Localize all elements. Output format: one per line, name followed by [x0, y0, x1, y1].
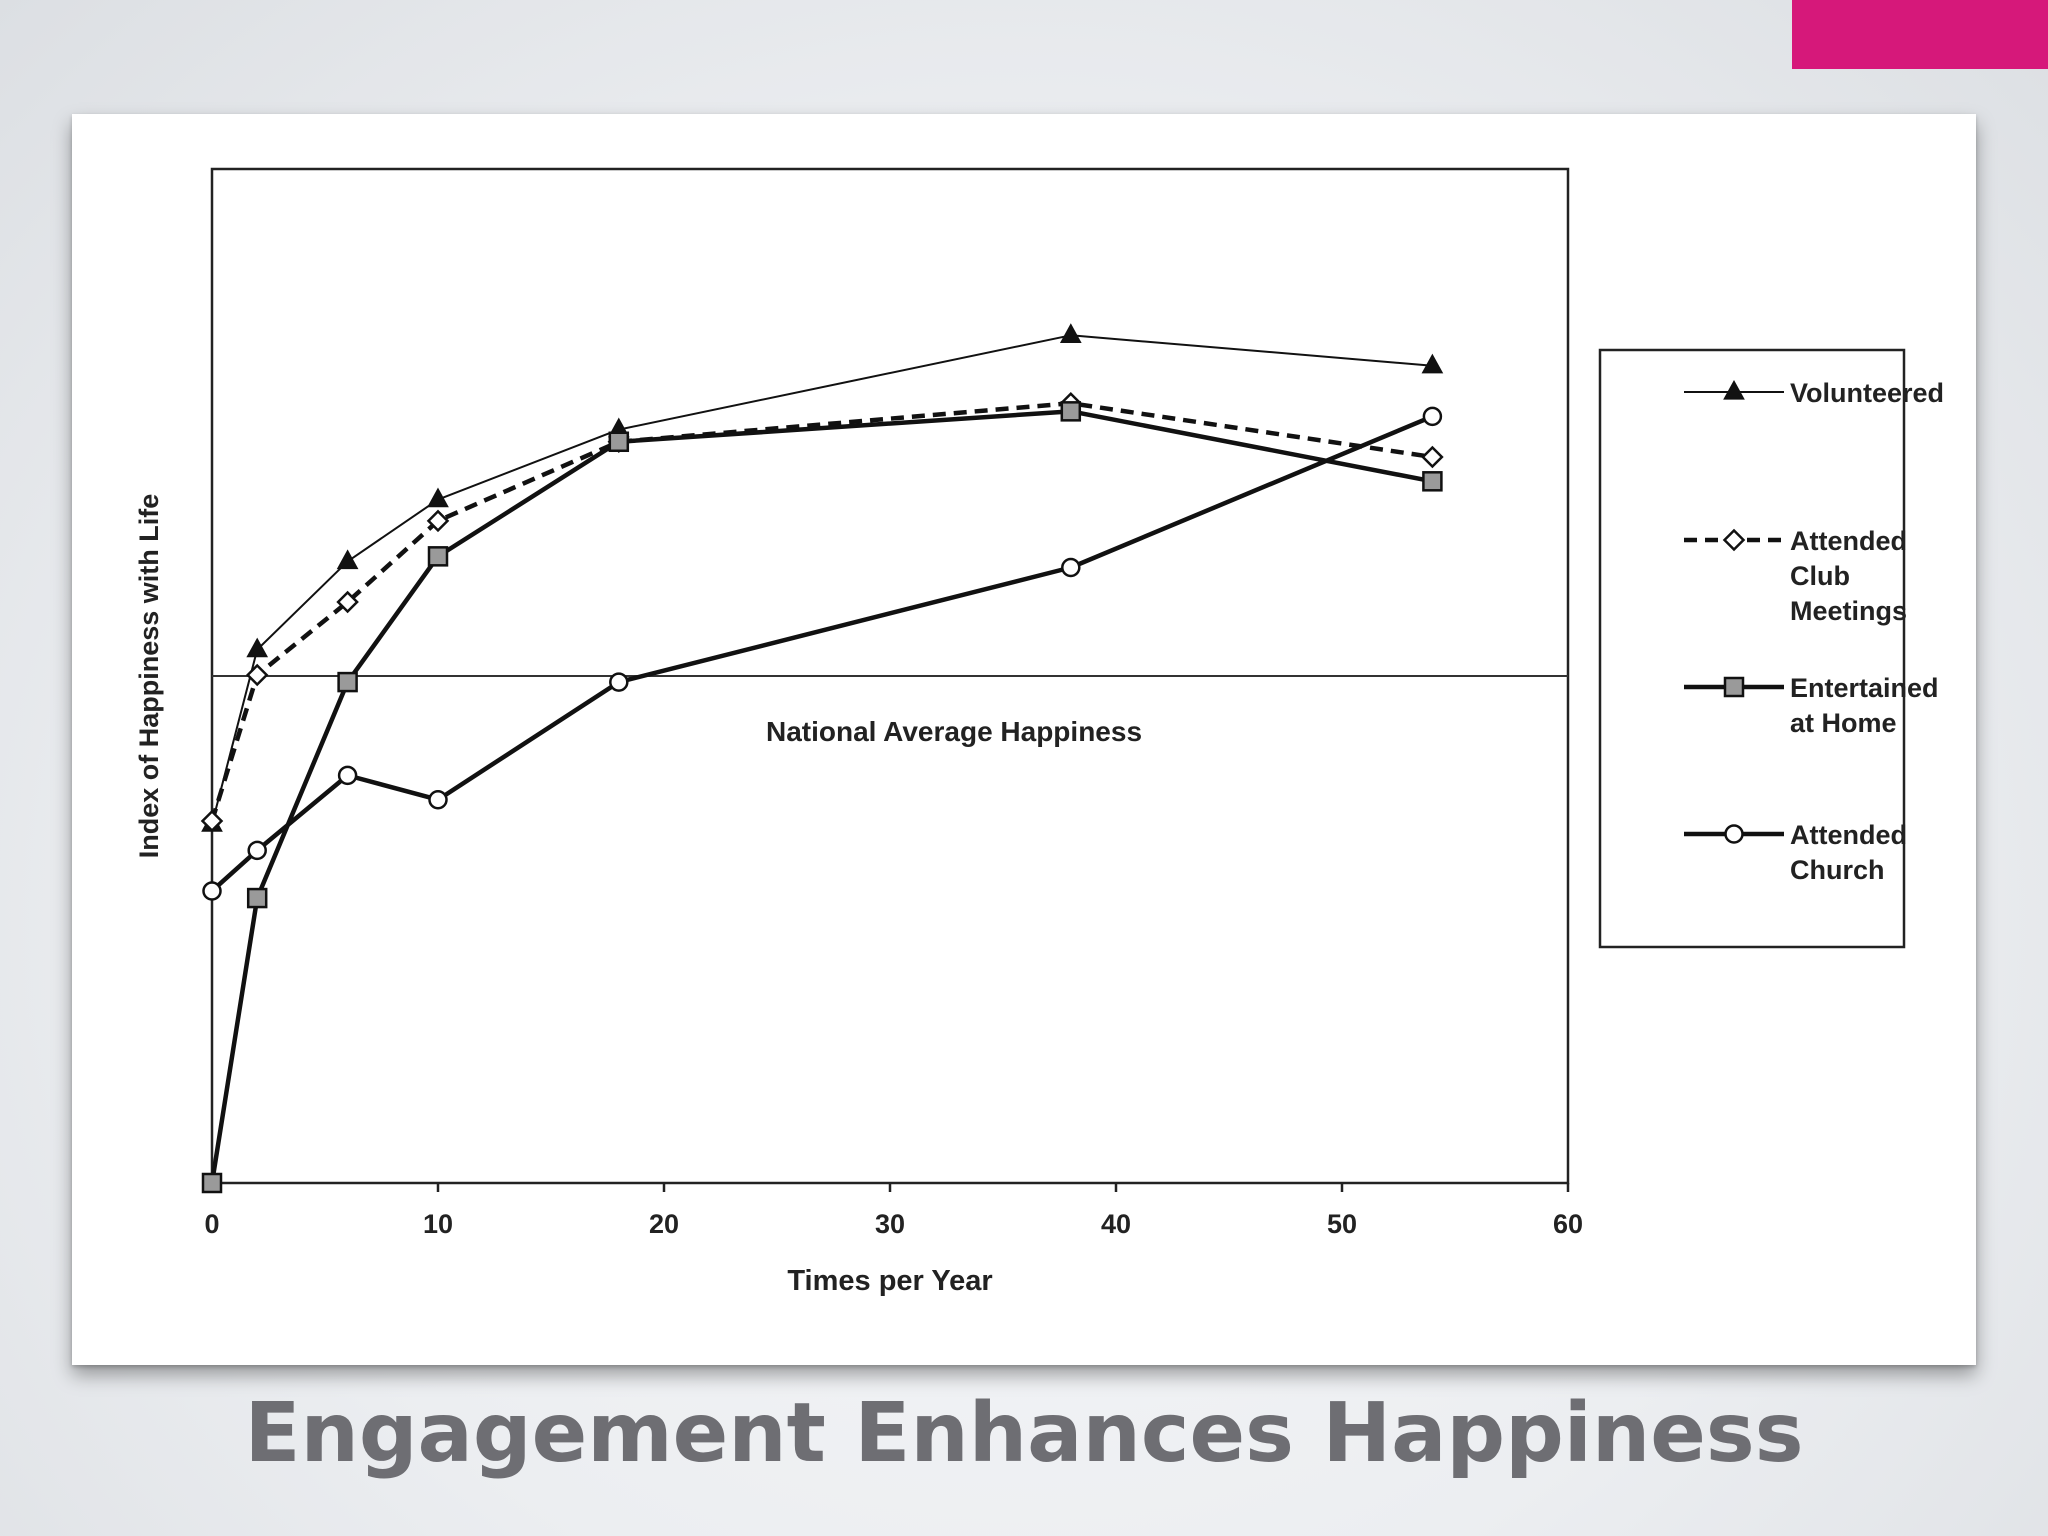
legend-label: Volunteered [1790, 378, 1944, 408]
point-marker [247, 840, 267, 861]
point-marker [336, 549, 359, 570]
legend: Volunteered Attended Club Meetings Entertain… [1598, 348, 1944, 949]
point-marker [427, 487, 449, 508]
point-marker [1421, 445, 1444, 469]
legend-label: Attended Club Meetings [1790, 526, 1907, 626]
legend-items: Volunteered Attended Club Meetings Entertain… [1684, 378, 1944, 885]
series-line [211, 334, 1433, 825]
x-tick-label: 30 [875, 1209, 905, 1239]
slide-title: Engagement Enhances Happiness [244, 1386, 1804, 1481]
y-axis-label: Index of Happiness with Life [134, 494, 164, 859]
point-marker [336, 590, 359, 614]
legend-label: Attended Church [1790, 820, 1907, 885]
point-marker [427, 546, 449, 567]
x-tick-label: 10 [423, 1209, 453, 1239]
point-marker [200, 809, 224, 833]
x-tick-label: 50 [1327, 1209, 1357, 1239]
point-marker [1421, 353, 1444, 374]
point-marker [426, 509, 450, 533]
point-marker [1422, 406, 1443, 427]
reference-line-group: National Average Happiness [212, 675, 1568, 747]
point-marker [1060, 401, 1082, 422]
point-marker [428, 789, 448, 810]
series-line [209, 409, 1433, 1184]
legend-item: Volunteered [1684, 378, 1944, 408]
legend-label: Entertained at Home [1790, 673, 1939, 738]
point-marker [337, 765, 358, 786]
series-line [209, 400, 1433, 822]
point-marker [246, 637, 269, 658]
series-attended-church [202, 406, 1443, 901]
point-marker [1059, 323, 1082, 343]
line-chart: 0 10 20 30 40 50 60 National Average Happiness… [134, 167, 1944, 1297]
series-volunteered [201, 323, 1444, 832]
point-marker [201, 1172, 223, 1194]
point-marker [202, 881, 222, 901]
x-axis-label: Times per Year [787, 1265, 992, 1297]
series-group [200, 323, 1444, 1194]
x-tick-label: 40 [1101, 1209, 1131, 1239]
x-axis: 0 10 20 30 40 50 60 [204, 1183, 1583, 1239]
point-marker [1723, 676, 1745, 698]
point-marker [609, 672, 629, 692]
point-marker [1061, 557, 1081, 578]
legend-item: Attended Church [1684, 820, 1907, 885]
x-tick-label: 60 [1553, 1209, 1583, 1239]
series-attended-club-meetings [200, 391, 1444, 833]
point-marker [245, 663, 269, 687]
legend-item: Attended Club Meetings [1684, 526, 1907, 626]
point-marker [608, 431, 630, 453]
legend-box [1598, 348, 1906, 949]
x-tick-label: 20 [649, 1209, 679, 1239]
point-marker [246, 887, 268, 909]
chart-card: 0 10 20 30 40 50 60 National Average Happiness… [72, 114, 1976, 1365]
point-marker [337, 671, 358, 693]
series-entertained-at-home [201, 401, 1443, 1194]
point-marker [1722, 528, 1746, 552]
legend-item: Entertained at Home [1684, 673, 1939, 738]
point-marker [1723, 379, 1745, 400]
series-line [210, 414, 1434, 893]
x-tick-label: 0 [204, 1209, 219, 1239]
point-marker [1724, 824, 1744, 844]
reference-line-label: National Average Happiness [766, 716, 1142, 747]
accent-bar [1792, 0, 2048, 69]
point-marker [1422, 471, 1443, 492]
